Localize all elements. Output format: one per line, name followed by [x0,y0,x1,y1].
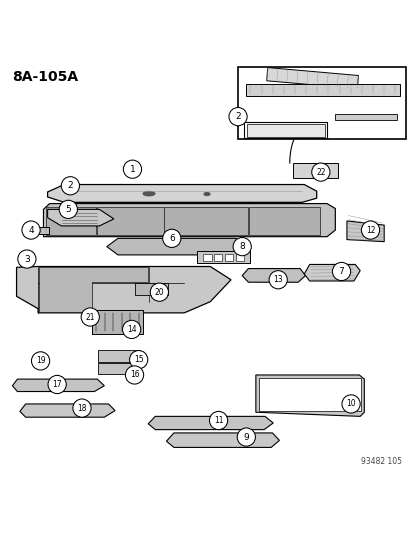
Polygon shape [246,84,399,95]
FancyBboxPatch shape [97,207,164,236]
Circle shape [311,163,329,181]
Text: 22: 22 [316,167,325,176]
Text: 7: 7 [338,267,344,276]
Polygon shape [47,184,316,203]
FancyBboxPatch shape [214,254,222,261]
FancyBboxPatch shape [135,284,167,295]
Polygon shape [166,433,279,447]
FancyBboxPatch shape [235,254,243,261]
Polygon shape [335,114,396,119]
Text: 17: 17 [52,380,62,389]
Text: 1: 1 [129,165,135,174]
Text: 8: 8 [239,242,244,251]
FancyBboxPatch shape [92,310,143,334]
Circle shape [86,312,96,322]
Text: 9: 9 [243,433,249,441]
Text: 2: 2 [235,112,240,121]
Polygon shape [346,221,383,241]
Text: 4: 4 [28,225,34,235]
Polygon shape [39,268,148,312]
Text: 12: 12 [365,225,374,235]
Polygon shape [43,204,335,237]
Circle shape [233,238,251,256]
Circle shape [73,399,91,417]
Text: 93482 105: 93482 105 [360,457,401,466]
FancyBboxPatch shape [249,207,319,236]
Ellipse shape [204,192,209,196]
Circle shape [59,200,77,219]
Text: 14: 14 [126,325,136,334]
Polygon shape [266,68,358,88]
FancyBboxPatch shape [258,378,360,410]
Polygon shape [148,416,273,430]
FancyBboxPatch shape [224,254,233,261]
Circle shape [125,366,143,384]
Polygon shape [242,269,305,282]
Circle shape [228,108,247,126]
Circle shape [81,308,99,326]
Text: 20: 20 [154,288,164,297]
FancyBboxPatch shape [246,124,324,136]
Circle shape [209,411,227,430]
FancyBboxPatch shape [164,207,247,236]
Circle shape [237,428,255,446]
Circle shape [361,221,379,239]
Polygon shape [23,227,49,234]
Text: 13: 13 [273,275,282,284]
Polygon shape [304,264,359,281]
Circle shape [22,221,40,239]
Polygon shape [255,375,363,416]
FancyBboxPatch shape [97,350,140,362]
Text: 21: 21 [85,312,95,321]
Polygon shape [17,266,230,313]
Circle shape [332,262,350,280]
Text: 5: 5 [65,205,71,214]
Polygon shape [20,404,115,417]
Text: 3: 3 [24,255,30,263]
Text: 10: 10 [345,399,355,408]
Circle shape [31,352,50,370]
Text: 19: 19 [36,357,45,366]
Text: 11: 11 [214,416,223,425]
FancyBboxPatch shape [46,207,96,236]
Text: 18: 18 [77,403,86,413]
FancyBboxPatch shape [97,364,135,374]
Circle shape [122,320,140,338]
Text: 8A-105A: 8A-105A [12,70,78,84]
Circle shape [150,283,168,301]
Circle shape [162,229,180,247]
Text: 6: 6 [169,234,174,243]
FancyBboxPatch shape [203,254,211,261]
Polygon shape [47,209,114,226]
Circle shape [35,357,46,367]
Circle shape [341,395,359,413]
Circle shape [129,351,147,369]
Ellipse shape [143,191,154,196]
Circle shape [61,176,79,195]
Circle shape [268,271,287,289]
Polygon shape [12,379,104,392]
Polygon shape [244,122,326,138]
Circle shape [48,375,66,393]
Text: 2: 2 [67,181,73,190]
Text: 16: 16 [129,370,139,379]
FancyBboxPatch shape [292,163,337,179]
Text: 15: 15 [133,355,143,364]
Circle shape [123,160,141,179]
Polygon shape [107,238,247,255]
FancyBboxPatch shape [237,67,405,139]
Circle shape [18,250,36,268]
FancyBboxPatch shape [197,251,250,263]
